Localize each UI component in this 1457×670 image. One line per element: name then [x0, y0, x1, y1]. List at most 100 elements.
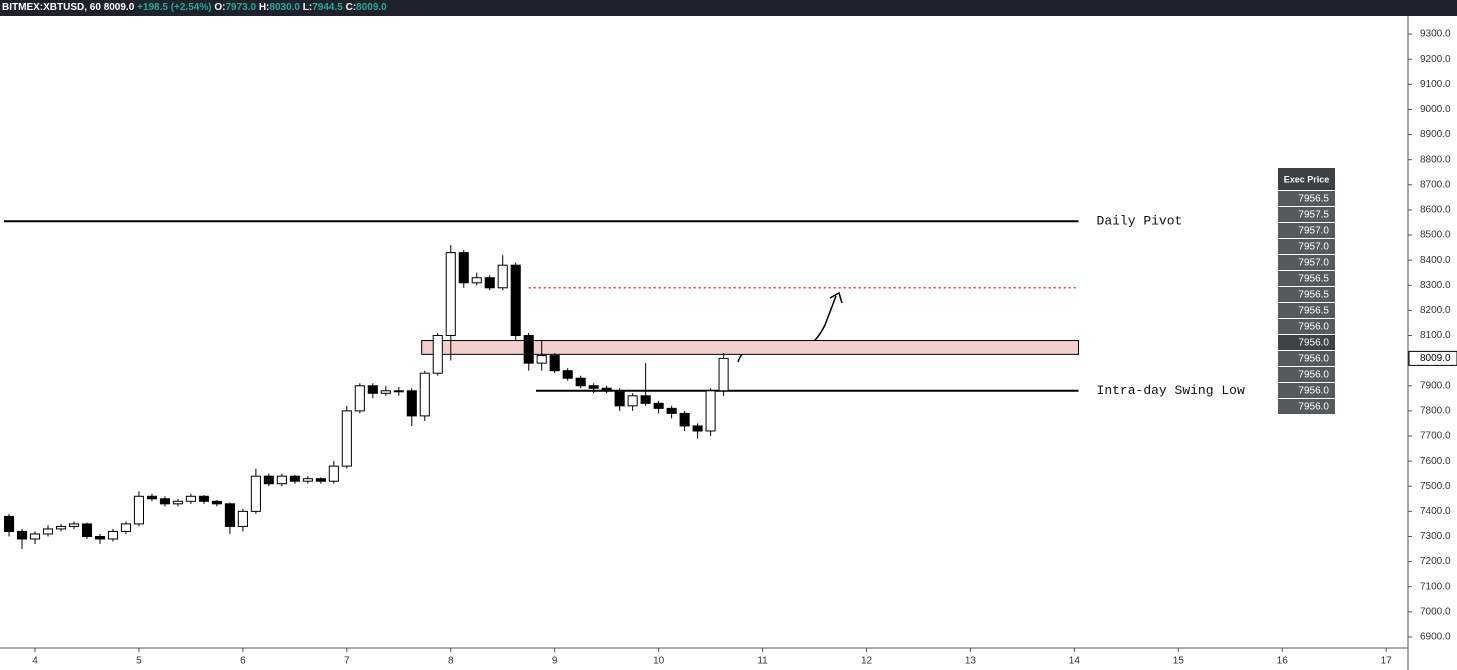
exec-row [1278, 255, 1335, 270]
candle-body [341, 410, 352, 467]
y-tick-label: 8900.0 [1420, 129, 1451, 140]
exec-price: 7956.5 [1298, 274, 1329, 285]
y-tick-label: 8800.0 [1420, 154, 1451, 165]
candle-body [198, 495, 209, 502]
exec-row [1278, 319, 1335, 334]
exec-row [1278, 399, 1335, 414]
exec-row [1278, 351, 1335, 366]
y-tick-label: 8300.0 [1420, 280, 1451, 291]
y-tick-label: 8200.0 [1420, 305, 1451, 316]
candle-body [224, 503, 235, 527]
c: 8009.0 [356, 2, 387, 13]
y-tick-label: 7900.0 [1420, 380, 1451, 391]
y-tick-label: 7700.0 [1420, 431, 1451, 442]
y-tick-label: 8400.0 [1420, 255, 1451, 266]
candle-body [640, 395, 651, 404]
level-label: Daily Pivot [1097, 214, 1183, 229]
exec-row [1278, 287, 1335, 302]
candle-body [692, 425, 703, 432]
candle-body [107, 530, 119, 540]
y-tick-label: 7400.0 [1420, 506, 1451, 517]
candle-body [3, 515, 15, 532]
y-tick-label: 6900.0 [1420, 632, 1451, 643]
y-tick-label: 7200.0 [1420, 556, 1451, 567]
y-tick-label: 7600.0 [1420, 456, 1451, 467]
x-tick-label: 16 [1277, 656, 1289, 667]
candle-body [432, 335, 443, 374]
candle-body [172, 500, 183, 505]
exec-table-header [1278, 168, 1335, 190]
candle-body [55, 525, 67, 530]
exec-row [1278, 383, 1335, 398]
candle-body [315, 478, 326, 482]
header: BITMEX:XBTUSD, 60 8009.0 +198.5 (+2.54%)… [2, 2, 387, 13]
y-tick-label: 9000.0 [1420, 104, 1451, 115]
exec-price: 7956.5 [1298, 306, 1329, 317]
candle-body [523, 335, 534, 364]
l: 7944.5 [312, 2, 343, 13]
exec-price: 7956.5 [1298, 290, 1329, 301]
x-tick-label: 6 [240, 656, 246, 667]
candle-body [81, 523, 93, 537]
y-tick-label: 7500.0 [1420, 481, 1451, 492]
candle-body [666, 407, 677, 414]
exec-row [1278, 239, 1335, 254]
candle-body [120, 523, 132, 532]
candle-body [445, 252, 456, 337]
candle-body [536, 355, 547, 364]
x-tick-label: 4 [32, 656, 38, 667]
x-tick-label: 9 [552, 656, 558, 667]
y-tick-label: 9300.0 [1420, 29, 1451, 40]
x-tick-label: 12 [861, 656, 873, 667]
candle-body [250, 475, 261, 512]
candle-body [601, 387, 612, 392]
candle-body [211, 500, 222, 505]
candle-body [16, 530, 28, 540]
candle-body [380, 390, 391, 394]
x-tick-label: 5 [136, 656, 142, 667]
o: 7973.0 [225, 2, 256, 13]
candle-body [146, 495, 157, 500]
candle-body [302, 478, 313, 482]
y-tick-label: 9100.0 [1420, 79, 1451, 90]
candle-body [367, 385, 378, 394]
exec-price: 7957.0 [1298, 242, 1329, 253]
candle-body [614, 390, 625, 407]
x-tick-label: 17 [1381, 656, 1393, 667]
x-tick-label: 7 [344, 656, 350, 667]
exec-row [1278, 271, 1335, 286]
candle-body [497, 264, 508, 289]
exec-row [1278, 303, 1335, 318]
candle-body [718, 357, 729, 392]
h-label: H: [259, 2, 270, 13]
price-tag-label: 8009.0 [1420, 353, 1451, 364]
x-tick-label: 14 [1069, 656, 1081, 667]
candle-body [705, 390, 716, 432]
candle-body [549, 355, 560, 372]
c-label: C: [346, 2, 357, 13]
candle-body [354, 385, 365, 412]
candle-body [562, 370, 573, 379]
candle-body [328, 465, 339, 482]
candle-body [419, 372, 430, 417]
exec-row [1278, 223, 1335, 238]
exec-row [1278, 335, 1335, 350]
exec-price: 7956.0 [1298, 354, 1329, 365]
exec-price: 7956.0 [1298, 338, 1329, 349]
x-tick-label: 11 [757, 656, 768, 667]
candle-body [510, 264, 521, 337]
l-label: L: [303, 2, 312, 13]
h: 8030.0 [269, 2, 300, 13]
y-tick-label: 7800.0 [1420, 406, 1451, 417]
exec-price: 7957.0 [1298, 258, 1329, 269]
candle-body [42, 528, 54, 535]
candle-body [679, 412, 690, 427]
candle-body [263, 475, 274, 485]
o-label: O: [214, 2, 225, 13]
candle-body [393, 390, 404, 393]
exec-table-title: Exec Price [1284, 174, 1330, 184]
candle-body [471, 277, 482, 284]
candle-body [653, 402, 664, 409]
candle-body [68, 523, 80, 527]
y-tick-label: 8500.0 [1420, 230, 1451, 241]
